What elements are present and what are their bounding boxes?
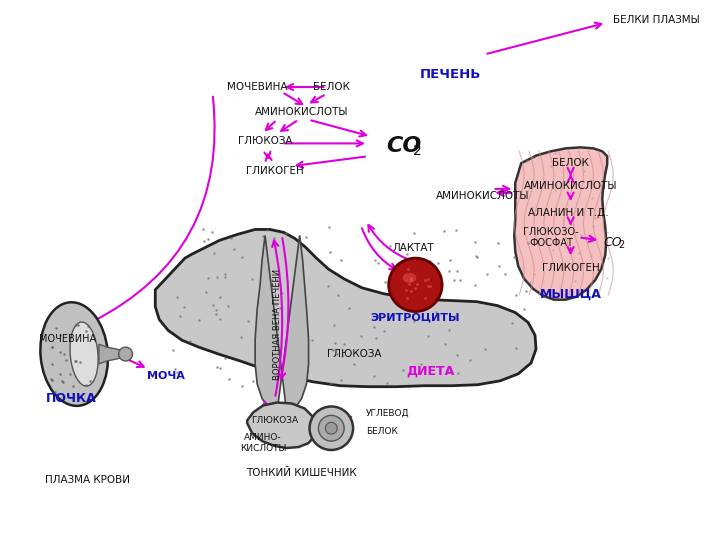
Text: БЕЛОК: БЕЛОК	[366, 427, 397, 436]
Text: АМИНОКИСЛОТЫ: АМИНОКИСЛОТЫ	[255, 107, 348, 117]
Text: МЫШЦА: МЫШЦА	[540, 288, 602, 301]
Text: АМИНОКИСЛОТЫ: АМИНОКИСЛОТЫ	[524, 181, 617, 191]
Text: CO: CO	[386, 137, 421, 157]
Text: 2: 2	[618, 240, 624, 250]
Circle shape	[325, 422, 337, 434]
Polygon shape	[156, 230, 536, 387]
Text: ПЛАЗМА КРОВИ: ПЛАЗМА КРОВИ	[45, 475, 130, 485]
Text: ГЛИКОГЕН: ГЛИКОГЕН	[541, 263, 600, 273]
Text: ПОЧКА: ПОЧКА	[46, 392, 96, 405]
Polygon shape	[247, 402, 317, 448]
Ellipse shape	[402, 273, 416, 283]
Text: УГЛЕВОД: УГЛЕВОД	[366, 409, 410, 418]
Circle shape	[119, 347, 132, 361]
Text: ГЛЮКОЗА: ГЛЮКОЗА	[251, 416, 299, 425]
Ellipse shape	[40, 302, 108, 406]
Text: ЭРИТРОЦИТЫ: ЭРИТРОЦИТЫ	[371, 313, 460, 322]
Text: БЕЛКИ ПЛАЗМЫ: БЕЛКИ ПЛАЗМЫ	[613, 15, 700, 25]
Text: ПЕЧЕНЬ: ПЕЧЕНЬ	[419, 68, 481, 80]
Text: CO: CO	[603, 236, 622, 249]
Text: ГЛЮКОЗО-
ФОСФАТ: ГЛЮКОЗО- ФОСФАТ	[523, 227, 579, 248]
Text: МОЧЕВИНА: МОЧЕВИНА	[227, 82, 287, 92]
Text: АМИНО-
КИСЛОТЫ: АМИНО- КИСЛОТЫ	[240, 434, 287, 453]
Text: ВОРОТНАЯ ВЕНА ПЕЧЕНИ: ВОРОТНАЯ ВЕНА ПЕЧЕНИ	[274, 269, 282, 380]
Text: ГЛЮКОЗА: ГЛЮКОЗА	[327, 349, 382, 359]
Text: БЕЛОК: БЕЛОК	[313, 82, 350, 92]
Text: ГЛИКОГЕН: ГЛИКОГЕН	[246, 166, 304, 176]
Text: АЛАНИН И Т.Д.: АЛАНИН И Т.Д.	[528, 207, 609, 218]
Circle shape	[389, 258, 442, 312]
Polygon shape	[514, 147, 607, 300]
Text: ТОНКИЙ КИШЕЧНИК: ТОНКИЙ КИШЕЧНИК	[246, 468, 357, 478]
Ellipse shape	[70, 322, 98, 386]
Text: ГЛЮКОЗА: ГЛЮКОЗА	[238, 137, 292, 146]
Text: МОЧА: МОЧА	[147, 371, 185, 381]
Text: АМИНОКИСЛОТЫ: АМИНОКИСЛОТЫ	[436, 191, 529, 201]
Polygon shape	[99, 344, 124, 364]
Circle shape	[318, 415, 344, 441]
Polygon shape	[255, 235, 309, 414]
Text: 2: 2	[413, 144, 422, 158]
Text: ДИЕТА: ДИЕТА	[406, 364, 454, 377]
Circle shape	[310, 407, 353, 450]
Text: ЛАКТАТ: ЛАКТАТ	[392, 243, 434, 253]
Text: БЕЛОК: БЕЛОК	[552, 158, 589, 168]
Text: МОЧЕВИНА: МОЧЕВИНА	[39, 334, 96, 344]
